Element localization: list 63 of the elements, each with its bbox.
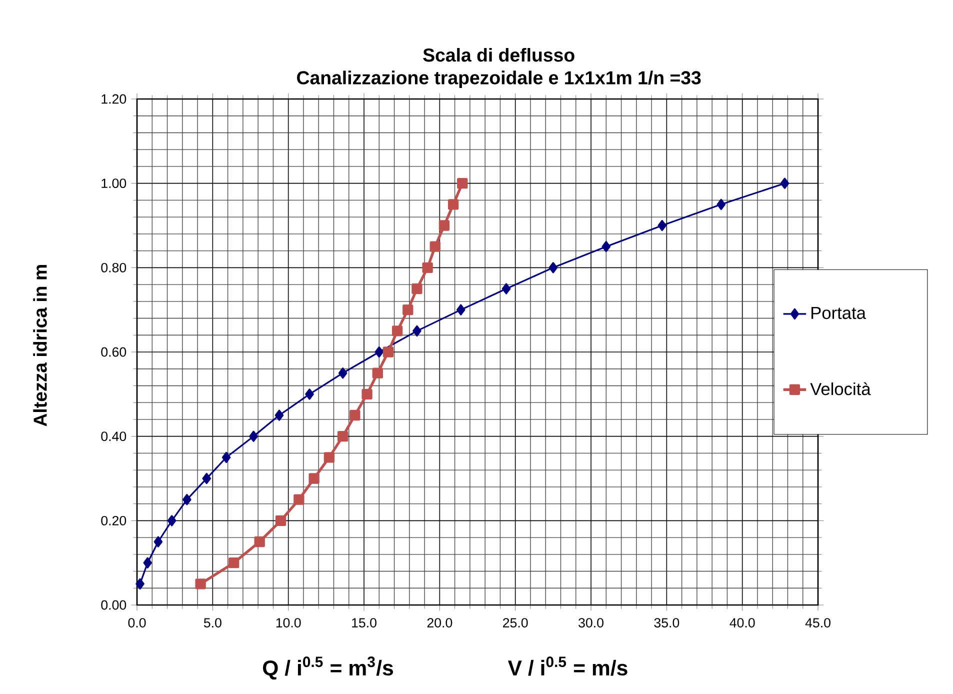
x-tick-label: 15.0 [352, 618, 376, 628]
y-tick-label: 0.60 [101, 347, 126, 357]
point [362, 388, 372, 400]
point [182, 494, 192, 506]
x-tick-label: 30.0 [578, 618, 604, 628]
point [780, 178, 790, 189]
point [602, 240, 611, 252]
x-tick-label: 40.0 [730, 618, 755, 628]
point [202, 472, 212, 484]
x-tick-label: 0.0 [128, 618, 146, 628]
point [143, 557, 152, 568]
y-axis-title: Altezza idrica in m [33, 265, 47, 426]
point [228, 558, 240, 568]
point [422, 262, 433, 274]
point [448, 199, 459, 210]
point [337, 431, 348, 442]
point [456, 304, 466, 316]
point [154, 536, 163, 548]
point [275, 515, 286, 526]
point [350, 410, 360, 421]
y-tick-label: 0.80 [101, 262, 126, 272]
point [254, 536, 265, 548]
point [658, 220, 667, 232]
legend-label: Portata [812, 306, 866, 320]
y-tick-label: 1.20 [102, 94, 126, 104]
point [392, 326, 403, 336]
point [548, 262, 558, 274]
point [324, 452, 335, 463]
point [274, 410, 284, 421]
point [457, 178, 468, 189]
text: Q / i$^{0.5}$ = m$^{3}$/s [262, 656, 394, 680]
point [167, 515, 176, 526]
point [136, 578, 144, 590]
point [222, 452, 231, 464]
chart-title: Scala di deflusso Canalizzazione trapezoidale e 1x1x1m 1/n =33 [297, 48, 701, 88]
point [249, 430, 258, 442]
y-tick-label: 0.40 [101, 432, 126, 442]
point [338, 367, 348, 379]
point [716, 198, 726, 210]
x-tick-label: 10.0 [276, 618, 301, 628]
y-tick-label: 0.20 [101, 516, 126, 526]
x-tick-label: 25.0 [503, 618, 528, 628]
y-tick-label: 1.00 [102, 178, 126, 188]
text: V / i$^{0.5}$ = m/s [508, 656, 628, 676]
point [372, 368, 383, 378]
point [374, 346, 384, 358]
point [502, 283, 511, 294]
point [430, 241, 440, 252]
point [305, 388, 314, 400]
y-tick-label: 0.00 [101, 600, 126, 610]
point [195, 578, 206, 590]
point [412, 325, 422, 337]
point [308, 473, 320, 484]
x-tick-label: 45.0 [805, 618, 830, 628]
legend-label: Velocità [810, 382, 871, 396]
point [438, 220, 450, 231]
point [412, 283, 422, 294]
point [402, 304, 414, 316]
x-tick-label: 20.0 [427, 618, 452, 628]
point [382, 346, 394, 358]
x-tick-label: 35.0 [654, 618, 680, 628]
x-tick-label: 5.0 [204, 618, 222, 628]
point [294, 494, 304, 505]
